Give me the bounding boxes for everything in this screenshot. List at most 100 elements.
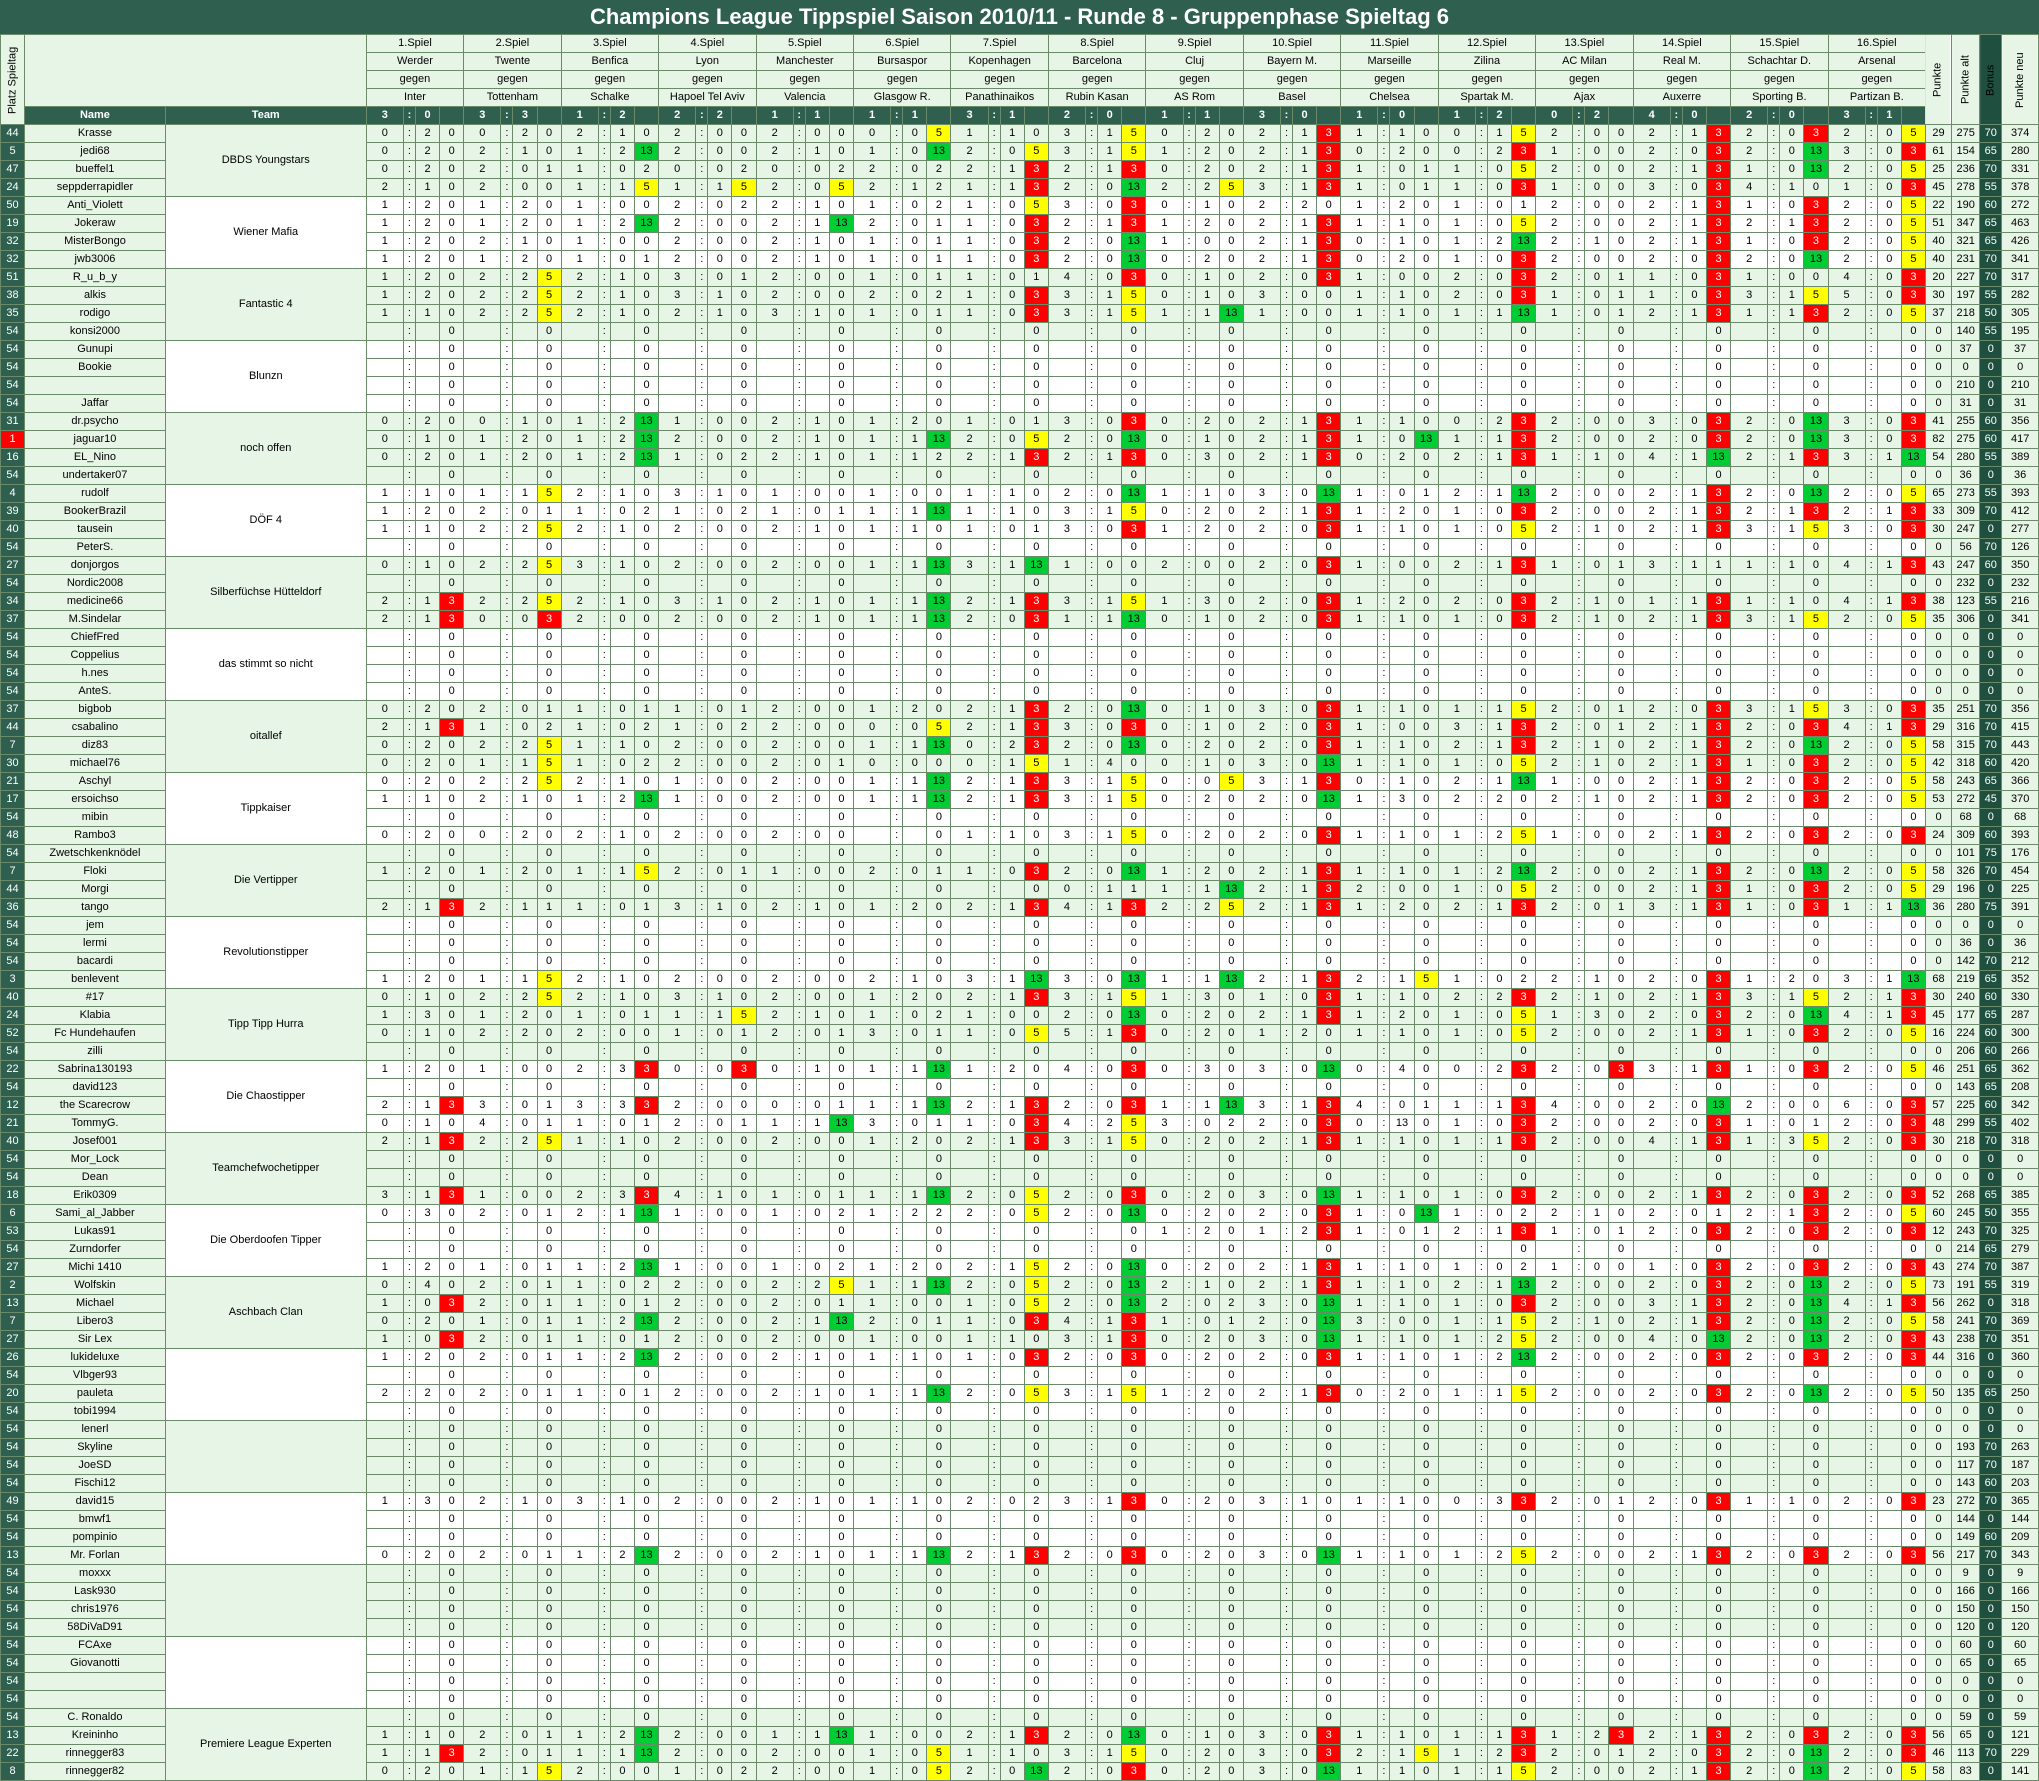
tip-home: 1 xyxy=(1437,520,1476,539)
tip-home: 2 xyxy=(1535,988,1574,1007)
tip-away: 1 xyxy=(1681,556,1707,575)
tip-away: 3 xyxy=(1194,448,1220,467)
tip-home: 4 xyxy=(1632,1330,1671,1349)
tip-away: 0 xyxy=(1584,1114,1610,1133)
tip-away: 0 xyxy=(1389,1204,1415,1223)
tip-points: 3 xyxy=(1705,520,1732,539)
tip-away: 0 xyxy=(1779,160,1805,179)
tip-home: 0 xyxy=(1145,160,1184,179)
result-sep: : xyxy=(1767,106,1781,125)
tip-sep: : xyxy=(1377,898,1391,917)
tip-home xyxy=(1535,916,1574,935)
tip-away xyxy=(1292,376,1318,395)
tip-away xyxy=(1486,466,1513,485)
tip-home xyxy=(950,1240,989,1259)
tip-sep: : xyxy=(1572,736,1586,755)
table-row: 22 Sabrina130193 Die Chaostipper 1:2 0 1:0 0 2:… xyxy=(0,1060,2039,1133)
tip-sep: : xyxy=(1279,322,1294,341)
tip-away xyxy=(1681,646,1707,665)
tip-sep: : xyxy=(1572,1042,1586,1061)
tip-home xyxy=(365,916,404,935)
tip-away xyxy=(1292,934,1318,953)
tip-home: 4 xyxy=(1047,1312,1087,1331)
tip-home: 2 xyxy=(1632,430,1671,449)
tip-home: 2 xyxy=(1437,1276,1476,1295)
tip-home: 0 xyxy=(1437,124,1476,143)
tip-sep: : xyxy=(500,124,514,143)
tip-points: 0 xyxy=(1705,340,1732,359)
tip-away: 0 xyxy=(1486,610,1513,629)
tip-sep: : xyxy=(1085,1114,1099,1133)
tip-points: 0 xyxy=(1608,772,1634,791)
tip-home xyxy=(1047,376,1087,395)
tip-sep: : xyxy=(402,1222,416,1241)
tip-home: 1 xyxy=(950,502,989,521)
tip-away: 1 xyxy=(1681,592,1707,611)
tip-away: 0 xyxy=(1779,1006,1805,1025)
tip-home: 1 xyxy=(1730,970,1769,989)
tip-sep: : xyxy=(1474,502,1488,521)
tip-away: 1 xyxy=(999,1132,1025,1151)
tip-points: 3 xyxy=(1023,988,1049,1007)
tip-away xyxy=(804,934,830,953)
player-name: Josef001 xyxy=(24,1132,166,1151)
tip-sep: : xyxy=(1864,1294,1878,1313)
points-new: 0 xyxy=(2001,664,2039,683)
tip-points: 5 xyxy=(1900,754,1926,773)
tip-points: 2 xyxy=(1511,970,1537,989)
tip-sep: : xyxy=(1767,682,1781,701)
tip-points: 3 xyxy=(1705,250,1732,269)
tip-home: 2 xyxy=(1632,988,1671,1007)
tip-home: 2 xyxy=(1730,502,1769,521)
tip-points: 0 xyxy=(1413,1186,1439,1205)
tip-sep: : xyxy=(1767,502,1781,521)
tip-away: 0 xyxy=(999,430,1025,449)
tip-sep: : xyxy=(1767,322,1781,341)
tip-sep: : xyxy=(1572,1222,1586,1241)
tip-away: 1 xyxy=(1681,880,1707,899)
tip-home: 2 xyxy=(950,1204,989,1223)
rank-cell: 3 xyxy=(0,970,26,989)
tip-home: 3 xyxy=(1047,142,1087,161)
tip-away: 1 xyxy=(804,898,830,917)
tip-home: 1 xyxy=(1340,1258,1379,1277)
tip-away: 0 xyxy=(999,268,1025,287)
tip-home: 2 xyxy=(1242,196,1281,215)
tip-away: 2 xyxy=(1194,1204,1220,1223)
tip-home: 1 xyxy=(1437,826,1476,845)
tip-away: 0 xyxy=(1292,826,1318,845)
game-label: 2.Spiel xyxy=(463,34,562,53)
tip-home xyxy=(1145,322,1184,341)
tip-points: 0 xyxy=(731,952,757,971)
points-old: 251 xyxy=(1951,1060,1981,1079)
away-team: Inter xyxy=(365,88,465,107)
points-new: 36 xyxy=(2001,934,2039,953)
tip-sep: : xyxy=(987,808,1001,827)
tip-away: 1 xyxy=(1486,1096,1513,1115)
tip-points: 5 xyxy=(1121,124,1147,143)
tip-sep: : xyxy=(402,430,416,449)
tip-home: 2 xyxy=(365,898,404,917)
tip-away: 1 xyxy=(1097,160,1123,179)
tip-home: 2 xyxy=(1535,1132,1574,1151)
tip-away: 0 xyxy=(1194,1294,1220,1313)
points-old: 240 xyxy=(1951,988,1981,1007)
tip-home: 1 xyxy=(1340,1330,1379,1349)
tip-sep: : xyxy=(987,484,1001,503)
tip-away: 0 xyxy=(804,286,830,305)
tip-away: 1 xyxy=(1292,898,1318,917)
tip-points: 3 xyxy=(1900,592,1926,611)
tip-away: 1 xyxy=(512,412,538,431)
tip-home: 2 xyxy=(1242,1312,1281,1331)
tip-home: 2 xyxy=(1535,214,1574,233)
tip-sep: : xyxy=(1182,1006,1196,1025)
tip-home xyxy=(1632,574,1671,593)
tip-home: 2 xyxy=(1632,1204,1671,1223)
tip-away: 1 xyxy=(804,304,830,323)
tip-away xyxy=(804,1222,830,1241)
tip-home: 2 xyxy=(1632,124,1671,143)
tip-home: 2 xyxy=(1437,790,1476,809)
tip-away xyxy=(707,574,733,593)
tip-points: 0 xyxy=(1413,1330,1439,1349)
tip-home xyxy=(463,934,502,953)
